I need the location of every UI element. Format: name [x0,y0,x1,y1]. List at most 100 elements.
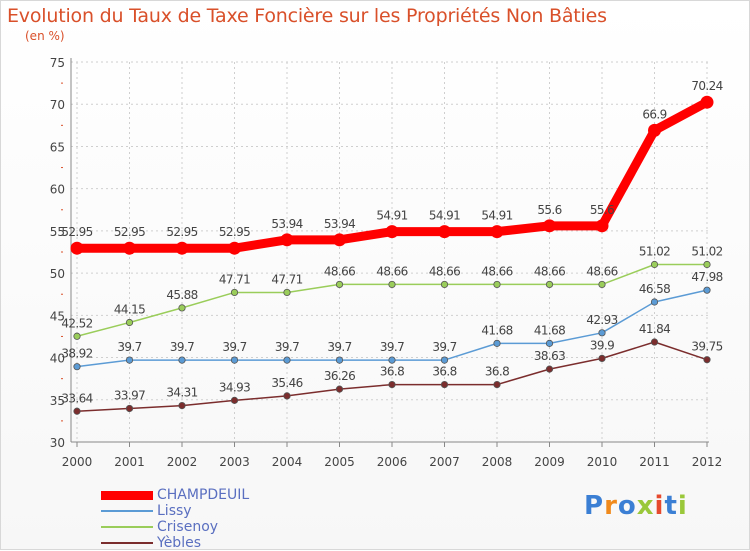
y-tick-label: 55 [50,225,65,239]
data-label: 46.58 [639,282,670,296]
data-label: 48.66 [481,264,512,278]
data-point [178,356,186,364]
data-label: 36.8 [380,365,404,379]
data-point [125,356,134,364]
data-point [598,280,606,289]
data-point [283,392,291,400]
data-label: 66.9 [642,107,666,121]
data-point [385,225,399,239]
data-point [335,385,344,393]
data-label: 48.66 [376,264,407,278]
legend-swatch [101,490,153,500]
proxiti-logo: Proxiti [584,491,688,521]
data-point [545,280,554,289]
data-point [178,304,186,312]
x-tick-label: 2008 [482,455,513,469]
data-label: 52.95 [61,225,92,239]
data-point [703,260,711,269]
data-point [700,95,714,109]
data-labels: 52.95 52.95 52.95 52.95 53.94 53.94 54.91 54.91… [61,79,723,405]
data-point [493,380,501,389]
data-point [440,356,449,364]
y-tick-label: 75 [50,56,65,70]
y-tick-label: 35 [50,394,65,408]
legend-item: Lissy [101,503,249,519]
y-tick-label: 50 [50,267,65,281]
data-point [175,241,189,255]
data-point [73,363,81,371]
data-label: 39.7 [275,340,299,354]
data-label: 41.68 [534,323,565,337]
x-tick-label: 2004 [272,455,303,469]
logo-letter: o [617,491,637,521]
logo-letter: x [636,491,655,521]
data-point [650,338,659,346]
data-label: 48.66 [429,264,460,278]
data-point [335,280,344,289]
x-tick-label: 2011 [639,455,670,469]
data-label: 48.66 [534,264,565,278]
data-point [283,288,291,297]
legend-label: Crisenoy [157,519,219,535]
data-label: 36.8 [485,365,509,379]
data-point [545,365,554,373]
legend-swatch [101,526,153,528]
data-label: 39.7 [432,340,456,354]
data-label: 34.93 [219,380,250,394]
data-point [230,288,239,297]
data-point [543,219,556,233]
data-label: 54.91 [481,209,512,223]
y-tick-label: 30 [50,436,65,450]
data-label: 47.98 [691,270,722,284]
data-label: 35.46 [271,376,302,390]
data-point [125,404,134,413]
data-label: 53.94 [324,217,355,231]
x-tick-label: 2002 [167,455,198,469]
x-tick-label: 2005 [324,455,355,469]
data-label: 47.71 [219,272,250,286]
data-label: 70.24 [691,79,722,93]
y-tick-label: 60 [50,183,65,197]
data-point [493,339,501,347]
data-point [648,123,661,137]
data-label: 38.63 [534,349,565,363]
data-label: 36.8 [432,365,456,379]
data-label: 39.9 [590,338,614,352]
legend-label: Yèbles [157,535,201,551]
data-point [440,380,449,389]
data-label: 41.84 [639,322,670,336]
data-label: 55.6 [590,203,614,217]
x-tick-label: 2000 [62,455,93,469]
data-label: 55.6 [537,203,561,217]
data-label: 48.66 [586,264,617,278]
data-point [230,356,239,364]
y-tick-label: 45 [50,309,65,323]
data-point [283,356,291,364]
x-tick-label: 2006 [377,455,408,469]
legend-item: CHAMPDEUIL [101,487,249,503]
data-label: 52.95 [166,225,197,239]
data-point [228,241,241,255]
x-tick-label: 2003 [219,455,250,469]
axes: 30 35 40 45 50 55 60 65 70 75 2000 2001 2002 2003 2004… [50,56,723,469]
data-label: 36.26 [324,369,355,383]
data-point [388,380,396,389]
data-point [493,280,501,289]
y-tick-label: 65 [50,140,65,154]
data-point [335,356,344,364]
data-label: 39.75 [691,340,722,354]
x-tick-label: 2012 [692,455,723,469]
data-label: 33.97 [114,388,145,402]
data-label: 48.66 [324,264,355,278]
data-point [388,356,396,364]
x-tick-label: 2010 [587,455,618,469]
data-point [125,318,134,327]
legend-item: Yèbles [101,535,249,551]
data-point [123,241,136,255]
series [70,95,714,415]
data-point [73,407,81,415]
legend-label: Lissy [157,503,192,519]
logo-letter: i [677,491,688,521]
data-label: 44.15 [114,303,145,317]
